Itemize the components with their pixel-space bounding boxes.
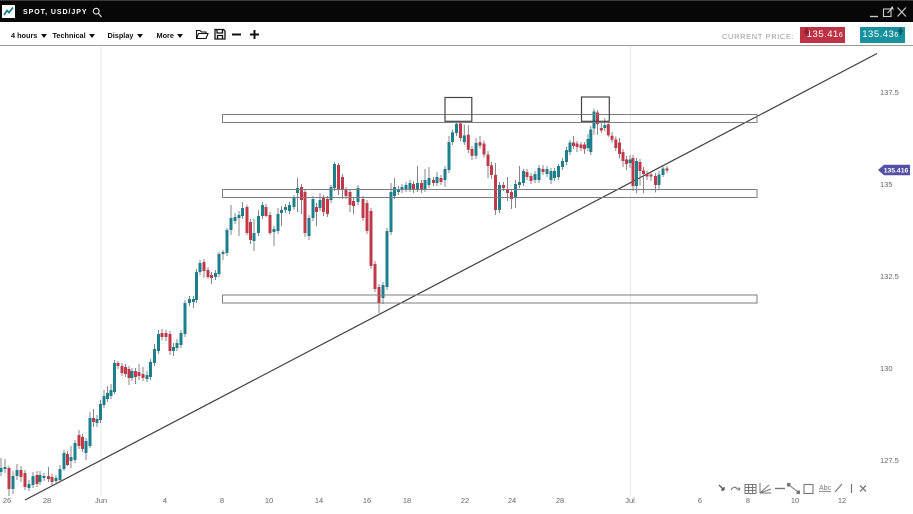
svg-text:Abc: Abc	[819, 485, 832, 492]
svg-text:26: 26	[3, 496, 11, 505]
svg-text:6: 6	[698, 496, 702, 505]
svg-text:14: 14	[315, 496, 323, 505]
svg-text:135: 135	[880, 180, 893, 189]
svg-text:132.5: 132.5	[880, 272, 899, 281]
svg-text:Jun: Jun	[95, 496, 107, 505]
svg-text:24: 24	[508, 496, 516, 505]
svg-text:28: 28	[43, 496, 51, 505]
svg-text:8: 8	[746, 496, 750, 505]
svg-text:18: 18	[403, 496, 411, 505]
svg-text:135.416: 135.416	[884, 168, 909, 175]
svg-text:22: 22	[461, 496, 469, 505]
svg-text:Jul: Jul	[625, 496, 635, 505]
svg-text:16: 16	[363, 496, 371, 505]
svg-text:10: 10	[265, 496, 273, 505]
svg-text:10: 10	[791, 496, 799, 505]
svg-text:127.5: 127.5	[880, 456, 899, 465]
svg-text:12: 12	[838, 496, 846, 505]
svg-text:8: 8	[220, 496, 224, 505]
svg-text:137.5: 137.5	[880, 88, 899, 97]
svg-text:28: 28	[556, 496, 564, 505]
svg-text:130: 130	[880, 364, 893, 373]
svg-text:4: 4	[163, 496, 167, 505]
